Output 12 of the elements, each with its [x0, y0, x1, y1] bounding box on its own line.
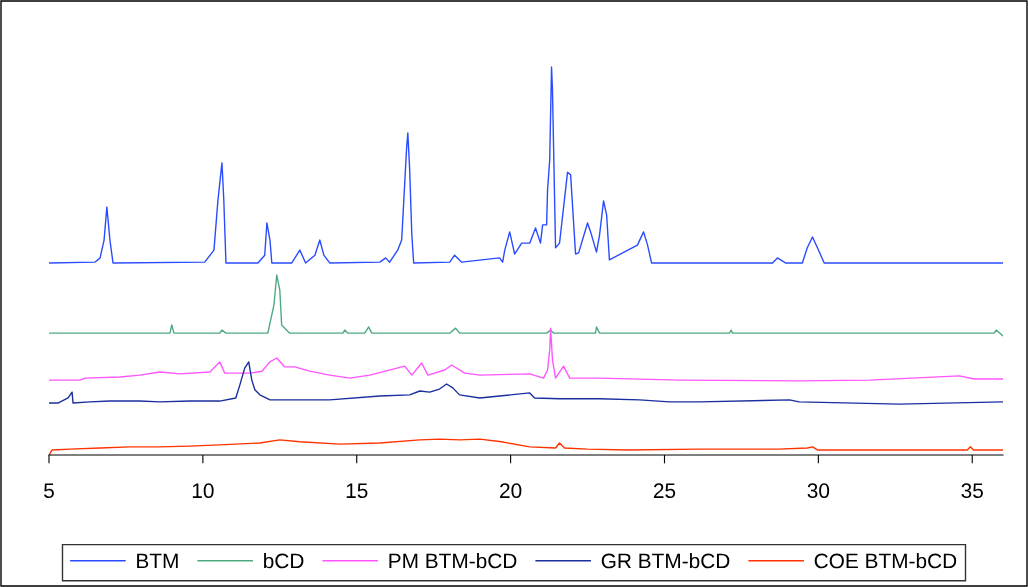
x-tick-label: 30	[807, 483, 830, 499]
x-tick-label: 5	[44, 483, 54, 499]
legend-label: bCD	[264, 553, 304, 569]
x-tick-label: 10	[192, 483, 214, 499]
x-tick-label: 15	[346, 483, 368, 499]
x-tick-label: 35	[961, 483, 983, 499]
legend-label: PM BTM-bCD	[389, 553, 517, 569]
legend-label: BTM	[137, 553, 178, 569]
x-tick-label: 20	[500, 483, 522, 499]
legend-label: COE BTM-bCD	[814, 553, 957, 569]
x-tick-label: 25	[653, 483, 676, 499]
legend-label: GR BTM-bCD	[601, 553, 730, 569]
